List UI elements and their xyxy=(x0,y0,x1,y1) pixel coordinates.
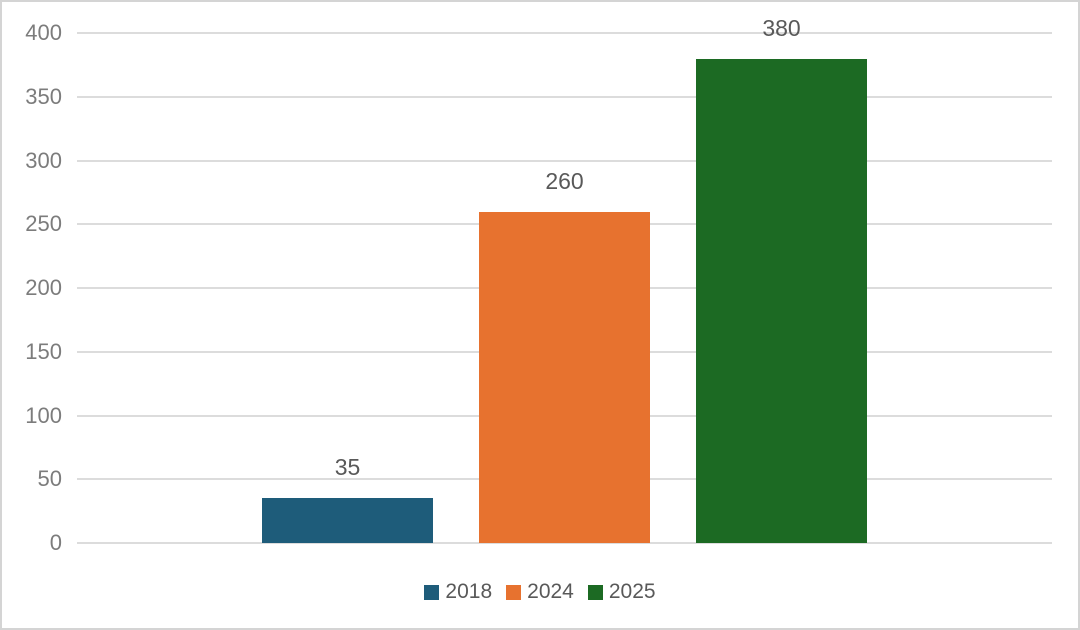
y-axis-tick-label: 150 xyxy=(25,338,62,364)
y-axis-tick-label: 0 xyxy=(49,530,62,555)
y-axis-tick-label: 100 xyxy=(25,402,62,428)
gridline xyxy=(77,542,1052,544)
bar-value-label: 260 xyxy=(545,167,584,194)
bar-2024 xyxy=(479,211,650,543)
y-axis-tick-label: 400 xyxy=(25,20,62,45)
gridline xyxy=(77,159,1052,162)
bar-value-label: 380 xyxy=(762,14,801,41)
legend-item-2025: 2025 xyxy=(587,580,656,604)
y-axis-tick-label: 200 xyxy=(25,275,62,300)
y-axis-tick-label: 300 xyxy=(25,147,62,173)
legend-item-2024: 2024 xyxy=(506,580,574,604)
bar-2025 xyxy=(696,58,867,543)
legend-label: 2025 xyxy=(608,580,656,603)
y-axis-tick-label: 250 xyxy=(25,211,62,237)
gridline xyxy=(77,32,1052,34)
legend-label: 2018 xyxy=(445,580,493,603)
legend-label: 2024 xyxy=(527,580,574,603)
y-axis-tick-label: 350 xyxy=(25,83,62,109)
legend-swatch-icon xyxy=(424,584,440,600)
legend: 2018 2024 2025 xyxy=(2,580,1078,604)
bar-2018 xyxy=(262,498,433,543)
y-axis-tick-label: 50 xyxy=(37,466,62,492)
legend-swatch-icon xyxy=(506,584,522,600)
bar-value-label: 35 xyxy=(334,454,361,481)
legend-item-2018: 2018 xyxy=(424,580,492,604)
legend-swatch-icon xyxy=(587,584,603,600)
gridline xyxy=(77,95,1052,98)
